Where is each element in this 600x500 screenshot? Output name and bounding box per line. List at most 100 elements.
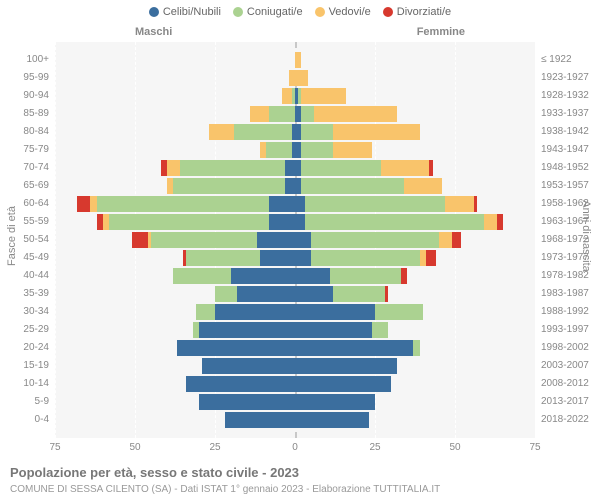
bar-segment-male-cel <box>202 358 295 374</box>
bar-segment-female-con <box>301 142 333 158</box>
bar-segment-female-ved <box>404 178 442 194</box>
bar-segment-female-cel <box>295 376 391 392</box>
age-band-row <box>55 358 535 374</box>
age-band-row <box>55 394 535 410</box>
bar-segment-female-cel <box>295 412 369 428</box>
year-label: 1988-1992 <box>541 304 589 320</box>
bar-segment-female-ved <box>333 142 371 158</box>
age-label: 35-39 <box>0 286 49 302</box>
bar-segment-female-ved <box>484 214 497 230</box>
bar-segment-female-con <box>305 196 446 212</box>
bar-segment-male-ved <box>260 142 266 158</box>
bar-segment-male-ved <box>250 106 269 122</box>
bar-segment-male-div <box>183 250 186 266</box>
age-label: 50-54 <box>0 232 49 248</box>
age-label: 15-19 <box>0 358 49 374</box>
x-tick-label: 25 <box>209 442 220 453</box>
year-label: 1958-1962 <box>541 196 589 212</box>
legend-item: Celibi/Nubili <box>149 6 221 18</box>
bar-segment-male-cel <box>269 214 295 230</box>
bar-segment-male-div <box>132 232 148 248</box>
x-tick-label: 25 <box>369 442 380 453</box>
bar-segment-female-con <box>375 304 423 320</box>
age-band-row <box>55 304 535 320</box>
year-label: 2013-2017 <box>541 394 589 410</box>
bar-segment-female-con <box>413 340 419 356</box>
age-band-row <box>55 178 535 194</box>
bar-segment-female-ved <box>295 70 308 86</box>
bar-segment-male-con <box>196 304 215 320</box>
bar-segment-male-cel <box>199 322 295 338</box>
legend-swatch <box>383 7 393 17</box>
bar-segment-male-con <box>269 106 295 122</box>
bar-segment-female-ved <box>301 88 346 104</box>
age-label: 100+ <box>0 52 49 68</box>
age-label: 20-24 <box>0 340 49 356</box>
age-label: 75-79 <box>0 142 49 158</box>
bar-segment-female-cel <box>295 268 330 284</box>
age-band-row <box>55 106 535 122</box>
age-band-row <box>55 232 535 248</box>
age-band-row <box>55 286 535 302</box>
age-label: 90-94 <box>0 88 49 104</box>
age-label: 0-4 <box>0 412 49 428</box>
year-label: 1928-1932 <box>541 88 589 104</box>
bar-segment-female-ved <box>314 106 397 122</box>
legend-label: Celibi/Nubili <box>163 6 221 18</box>
year-label: 1938-1942 <box>541 124 589 140</box>
x-tick-label: 50 <box>449 442 460 453</box>
bar-segment-male-con <box>234 124 292 140</box>
age-band-row <box>55 160 535 176</box>
bar-segment-male-cel <box>260 250 295 266</box>
year-label: 2003-2007 <box>541 358 589 374</box>
age-band-row <box>55 52 535 68</box>
age-label: 85-89 <box>0 106 49 122</box>
age-band-row <box>55 142 535 158</box>
bar-segment-male-cel <box>237 286 295 302</box>
bar-segment-male-cel <box>225 412 295 428</box>
x-tick-label: 75 <box>49 442 60 453</box>
bar-segment-female-con <box>301 160 381 176</box>
header-females: Femmine <box>417 26 465 38</box>
bar-segment-female-con <box>301 106 314 122</box>
age-label: 40-44 <box>0 268 49 284</box>
bar-segment-female-div <box>497 214 503 230</box>
bar-segment-male-div <box>97 214 103 230</box>
year-label: 1978-1982 <box>541 268 589 284</box>
age-label: 5-9 <box>0 394 49 410</box>
year-label: 1973-1977 <box>541 250 589 266</box>
year-label: 1943-1947 <box>541 142 589 158</box>
year-label: 1968-1972 <box>541 232 589 248</box>
age-label: 25-29 <box>0 322 49 338</box>
legend-item: Coniugati/e <box>233 6 303 18</box>
legend-label: Divorziati/e <box>397 6 451 18</box>
year-label: 1993-1997 <box>541 322 589 338</box>
legend-item: Vedovi/e <box>315 6 371 18</box>
bar-segment-female-cel <box>295 322 372 338</box>
age-label: 60-64 <box>0 196 49 212</box>
bar-segment-male-con <box>193 322 199 338</box>
bar-segment-female-con <box>311 250 420 266</box>
year-label: 2018-2022 <box>541 412 589 428</box>
year-label: ≤ 1922 <box>541 52 572 68</box>
year-label: 1963-1967 <box>541 214 589 230</box>
legend-swatch <box>149 7 159 17</box>
bar-segment-female-con <box>372 322 388 338</box>
legend-swatch <box>233 7 243 17</box>
bar-segment-male-cel <box>199 394 295 410</box>
bar-segment-male-con <box>186 250 260 266</box>
bar-segment-female-cel <box>295 304 375 320</box>
bar-segment-male-con <box>109 214 269 230</box>
bar-segment-male-ved <box>103 214 109 230</box>
bar-segment-male-cel <box>269 196 295 212</box>
age-band-row <box>55 124 535 140</box>
bar-segment-female-con <box>333 286 384 302</box>
bar-segment-female-ved <box>445 196 474 212</box>
legend-item: Divorziati/e <box>383 6 451 18</box>
age-band-row <box>55 88 535 104</box>
year-label: 1933-1937 <box>541 106 589 122</box>
bar-segment-female-cel <box>295 394 375 410</box>
bar-segment-male-con <box>97 196 270 212</box>
bar-segment-female-div <box>429 160 432 176</box>
year-label: 1998-2002 <box>541 340 589 356</box>
